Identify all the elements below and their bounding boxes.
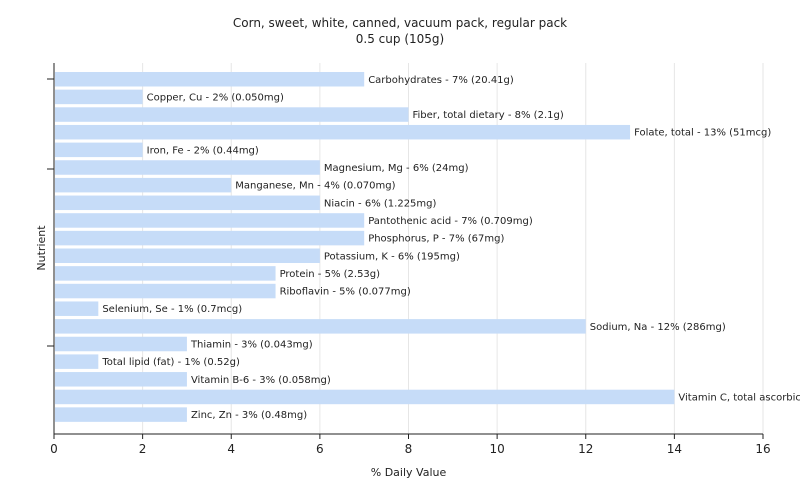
x-tick-label: 14 <box>667 442 682 456</box>
bar <box>55 248 320 263</box>
bar <box>55 107 409 122</box>
x-tick-label: 12 <box>578 442 593 456</box>
x-tick-label: 2 <box>139 442 147 456</box>
bar-label: Potassium, K - 6% (195mg) <box>324 251 460 262</box>
x-tick-label: 0 <box>50 442 58 456</box>
bar <box>55 89 143 105</box>
bar-label: Riboflavin - 5% (0.077mg) <box>280 287 411 298</box>
bar <box>55 72 365 87</box>
bar-label: Total lipid (fat) - 1% (0.52g) <box>101 357 240 368</box>
bar-label: Magnesium, Mg - 6% (24mg) <box>324 163 469 174</box>
bar <box>55 319 586 334</box>
bar-label: Folate, total - 13% (51mcg) <box>634 128 771 139</box>
bar-label: Zinc, Zn - 3% (0.48mg) <box>191 410 307 421</box>
x-tick-label: 8 <box>405 442 413 456</box>
bar <box>55 336 187 352</box>
x-tick-label: 10 <box>489 442 504 456</box>
chart-title: Corn, sweet, white, canned, vacuum pack,… <box>232 16 568 30</box>
bar <box>55 301 99 316</box>
bar <box>55 124 631 140</box>
bar <box>55 213 365 228</box>
bar-label: Sodium, Na - 12% (286mg) <box>590 322 726 333</box>
bar <box>55 407 187 422</box>
bar-label: Protein - 5% (2.53g) <box>280 269 381 280</box>
chart-subtitle: 0.5 cup (105g) <box>355 32 445 46</box>
x-tick-label: 16 <box>755 442 770 456</box>
bar <box>55 283 276 299</box>
bar-label: Manganese, Mn - 4% (0.070mg) <box>235 181 395 192</box>
bar-label: Vitamin C, total ascorbic acid - 14% (8.… <box>678 392 800 403</box>
bar <box>55 372 187 387</box>
bar <box>55 177 232 193</box>
x-tick-label: 4 <box>227 442 235 456</box>
bar <box>55 195 320 211</box>
bar-label: Iron, Fe - 2% (0.44mg) <box>147 145 259 156</box>
bar-label: Copper, Cu - 2% (0.050mg) <box>147 92 284 103</box>
bar-label: Selenium, Se - 1% (0.7mcg) <box>102 304 242 315</box>
bar-label: Carbohydrates - 7% (20.41g) <box>368 75 514 86</box>
x-axis-label: % Daily Value <box>371 466 447 479</box>
bar <box>55 230 365 246</box>
bar <box>55 266 276 281</box>
bar-label: Phosphorus, P - 7% (67mg) <box>368 234 504 245</box>
bar-label: Niacin - 6% (1.225mg) <box>324 198 437 209</box>
bar <box>55 354 99 369</box>
bar-label: Vitamin B-6 - 3% (0.058mg) <box>191 375 331 386</box>
bar <box>55 142 143 158</box>
bar <box>55 160 320 175</box>
x-tick-label: 6 <box>316 442 324 456</box>
bar <box>55 389 675 405</box>
bar-label: Fiber, total dietary - 8% (2.1g) <box>413 110 564 121</box>
bar-label: Thiamin - 3% (0.043mg) <box>190 340 313 351</box>
y-axis-label: Nutrient <box>35 225 48 271</box>
bar-label: Pantothenic acid - 7% (0.709mg) <box>368 216 533 227</box>
